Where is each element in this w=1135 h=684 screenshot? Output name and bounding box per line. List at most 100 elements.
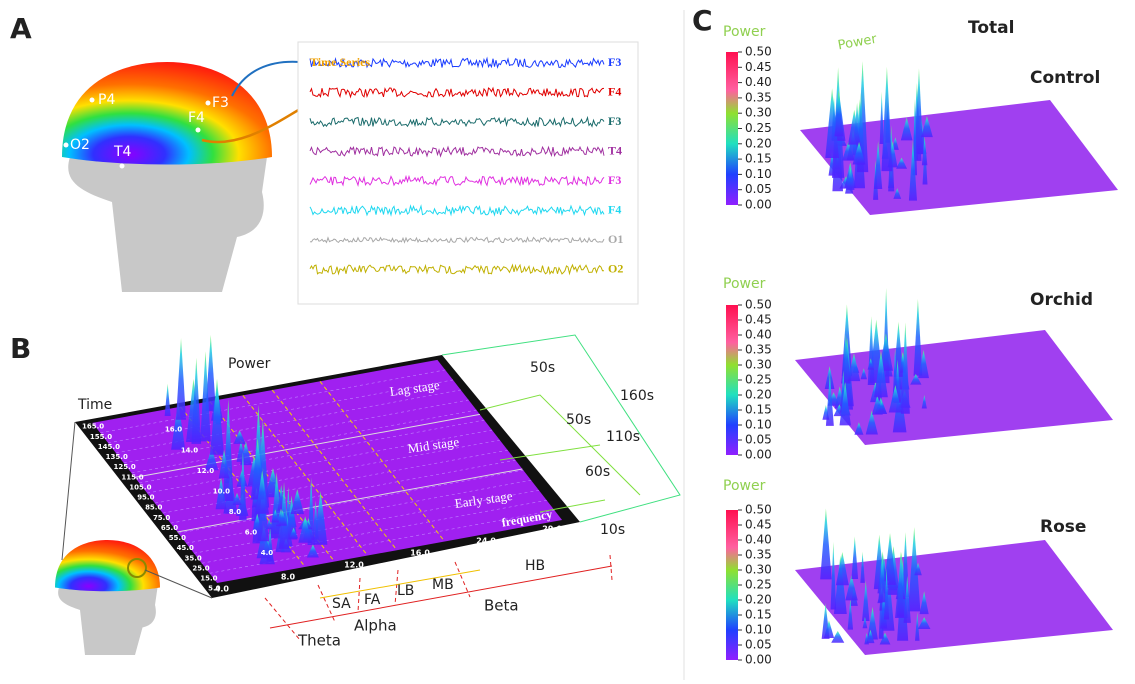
condition-label: Rose: [1040, 517, 1086, 537]
band-guide: [319, 569, 481, 599]
spike: [896, 157, 908, 169]
colorbar-tick-label: 0.40: [745, 533, 772, 547]
spike: [290, 489, 305, 515]
sub-band-label: MB: [432, 577, 454, 593]
colorbar-tick-label: 0.40: [745, 75, 772, 89]
spike: [209, 378, 225, 455]
spike: [879, 632, 891, 645]
band-label: Theta: [297, 632, 341, 650]
colorbar-title: Power: [723, 276, 766, 292]
colorbar-tick-label: 0.15: [745, 403, 772, 417]
eeg-trace: [309, 56, 605, 69]
trace-panel: [297, 41, 639, 305]
electrode: [119, 163, 125, 169]
row-line: [178, 469, 524, 534]
spike: [285, 495, 298, 540]
axis-label: Time: [77, 397, 112, 413]
colorbar: [726, 52, 738, 205]
sub-band-label: HB: [525, 558, 545, 574]
panel-c: TotalPowerPower0.500.450.400.350.300.250…: [723, 18, 1118, 667]
duration-label: 160s: [620, 388, 654, 404]
colorbar-tick-label: 0.20: [745, 388, 772, 402]
time-tick: 105.0: [129, 483, 151, 491]
power-tick: 8.0: [229, 508, 242, 516]
spike: [917, 617, 931, 630]
channel-label: O2: [608, 261, 623, 275]
bracket: [479, 394, 641, 496]
band-divider: [242, 395, 368, 556]
electrode-label: F4: [188, 110, 205, 126]
duration-label: 60s: [585, 464, 610, 480]
power-tick: 4.0: [261, 549, 274, 557]
stage-divider: [134, 413, 480, 478]
row-line: [209, 510, 555, 574]
axis-label: Power: [228, 356, 271, 372]
spike: [862, 616, 868, 629]
time-tick: 15.0: [200, 575, 217, 583]
colorbar-tick-label: 0.50: [745, 503, 772, 517]
colorbar-tick-label: 0.50: [745, 298, 772, 312]
colorbar: [726, 305, 738, 455]
spike: [823, 620, 835, 639]
spike: [834, 92, 844, 137]
channel-label: T4: [608, 143, 622, 157]
band-guide: [394, 569, 399, 606]
frequency-tick: 29.0: [542, 524, 562, 533]
row-line: [123, 399, 469, 464]
time-tick: 25.0: [192, 564, 209, 572]
spike: [839, 381, 851, 426]
bracket: [499, 444, 601, 461]
colorbar-tick-label: 0.35: [745, 548, 772, 562]
row-line: [147, 429, 493, 494]
power-tick: 16.0: [165, 426, 182, 434]
colorbar-tick-label: 0.45: [745, 60, 772, 74]
duration-label: 110s: [606, 429, 640, 445]
row-line: [115, 389, 461, 454]
duration-label: 50s: [530, 360, 555, 376]
frequency-tick: 16.0: [410, 548, 430, 557]
spike: [164, 383, 171, 416]
frequency-tick: 4.0: [215, 585, 230, 594]
colorbar-tick-label: 0.15: [745, 608, 772, 622]
spike: [830, 541, 837, 610]
stage-label: Lag stage: [389, 377, 441, 399]
spike: [204, 447, 219, 471]
time-tick: 35.0: [184, 554, 201, 562]
spike: [915, 612, 920, 641]
spike: [865, 410, 878, 435]
colorbar-tick-label: 0.35: [745, 343, 772, 357]
time-tick: 165.0: [82, 423, 104, 431]
time-tick: 125.0: [114, 463, 136, 471]
panel-label: B: [10, 332, 31, 365]
spike: [831, 630, 845, 643]
band-guide: [357, 577, 361, 613]
condition-label: Orchid: [1030, 290, 1093, 310]
colorbar-tick-label: 0.00: [745, 448, 772, 462]
spike: [218, 449, 230, 479]
channel-label: F3: [608, 55, 621, 69]
electrode: [89, 97, 95, 103]
time-tick: 65.0: [161, 524, 178, 532]
spike: [232, 492, 242, 506]
zoom-line: [61, 421, 76, 561]
frequency-tick: 8.0: [281, 573, 296, 582]
colorbar-tick-label: 0.35: [745, 90, 772, 104]
electrode-highlight: [127, 558, 147, 578]
electrode-label: O2: [70, 137, 90, 153]
time-tick: 75.0: [153, 514, 170, 522]
colorbar-tick-label: 0.00: [745, 198, 772, 212]
trace-title: Time Series: [310, 55, 370, 69]
row-line: [162, 449, 508, 514]
spike: [848, 109, 861, 145]
spike: [256, 525, 271, 559]
spike: [854, 422, 864, 435]
eeg-trace: [309, 115, 605, 128]
band-guide: [269, 565, 613, 629]
sub-band-label: SA: [332, 596, 351, 612]
spike: [878, 400, 885, 412]
spike: [313, 491, 328, 545]
row-line: [170, 459, 516, 524]
spike: [874, 350, 888, 398]
colorbar-tick-label: 0.20: [745, 136, 772, 150]
spike: [914, 68, 924, 155]
